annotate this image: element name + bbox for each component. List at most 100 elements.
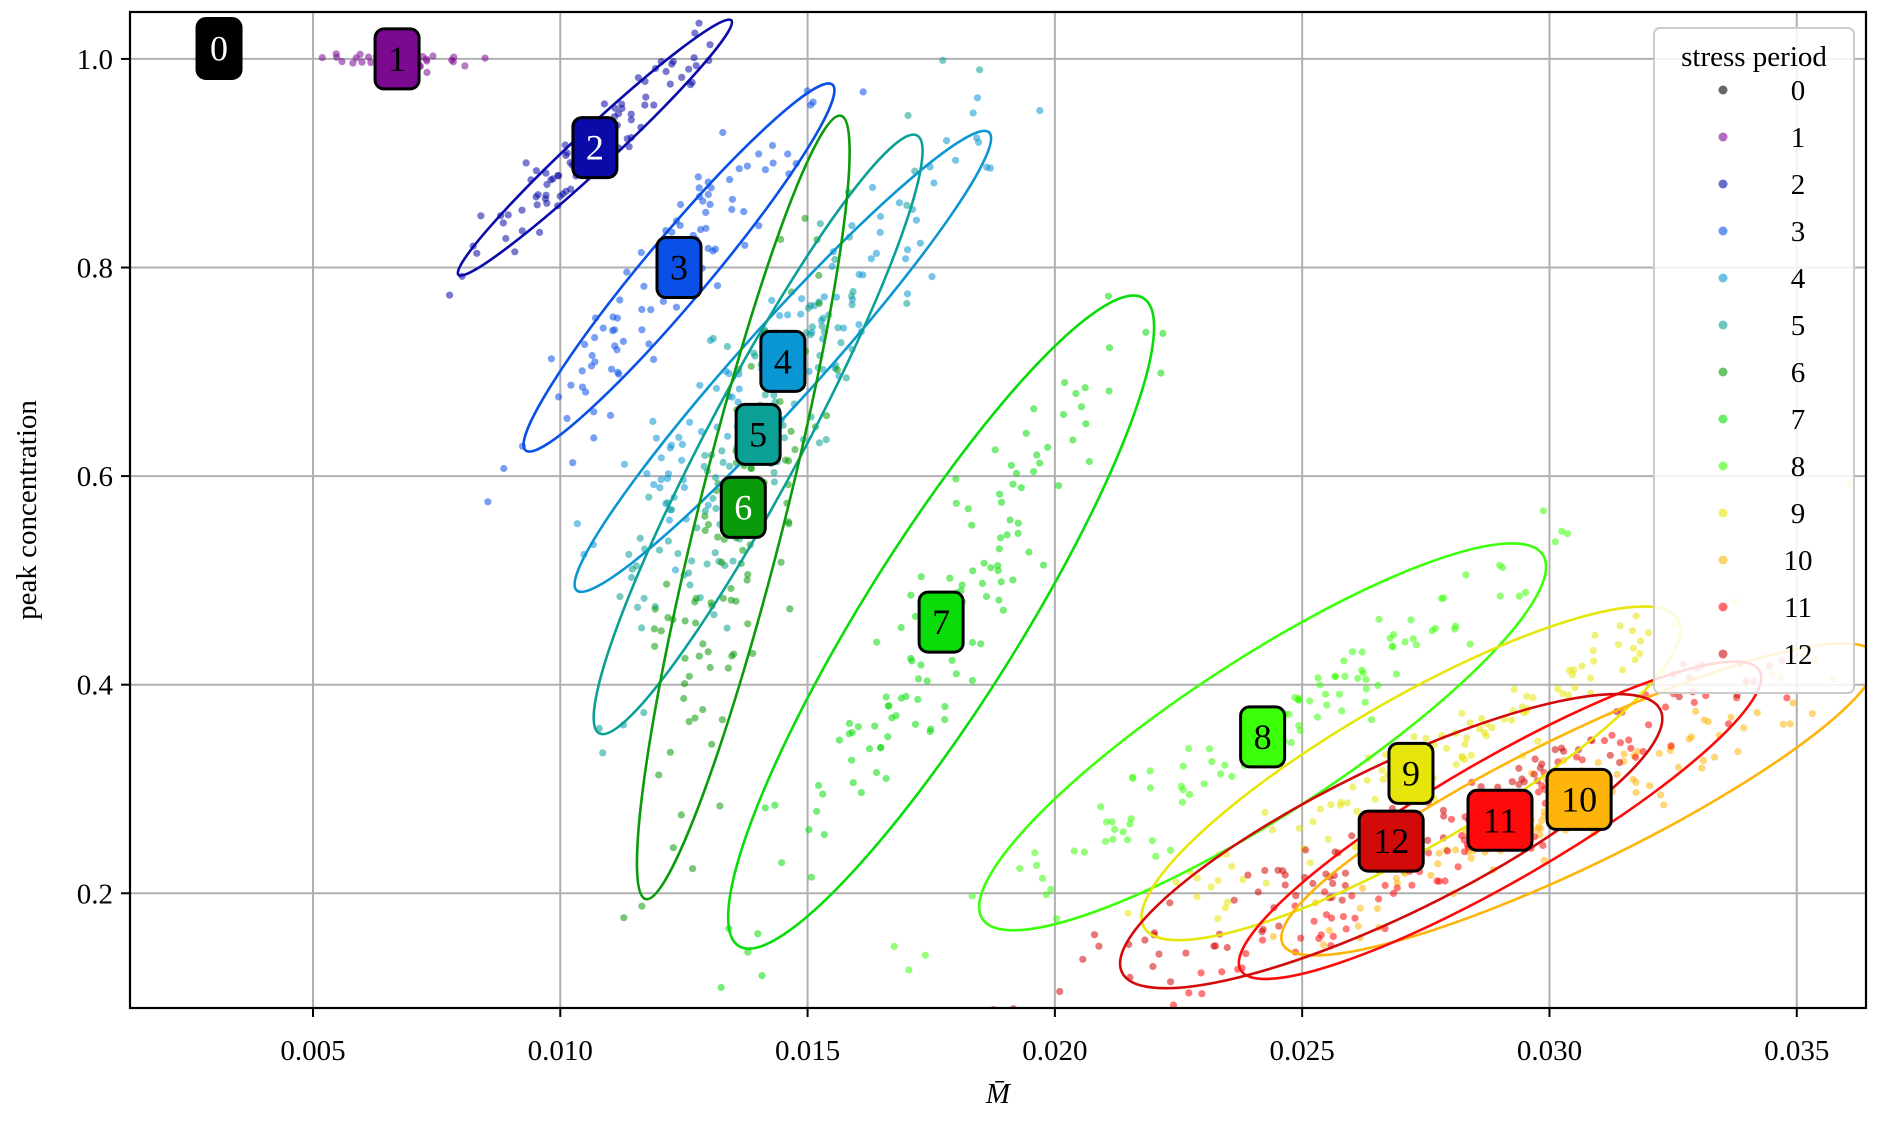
scatter-point-period-3 <box>645 340 653 348</box>
scatter-point-period-7 <box>805 826 813 834</box>
scatter-point-period-5 <box>655 546 664 554</box>
scatter-point-period-9 <box>1422 734 1430 742</box>
period-label-text: 9 <box>1402 753 1420 793</box>
legend-label-11: 11 <box>1784 592 1812 624</box>
scatter-point-period-6 <box>747 362 755 370</box>
scatter-point-period-9 <box>1349 783 1357 791</box>
scatter-point-period-5 <box>976 66 984 74</box>
x-tick-label: 0.035 <box>1764 1035 1829 1067</box>
period-label-box <box>719 475 767 539</box>
scatter-point-period-5 <box>770 469 778 477</box>
scatter-point-period-5 <box>686 581 694 589</box>
scatter-point-period-8 <box>1291 694 1299 702</box>
scatter-point-period-11 <box>1458 832 1466 840</box>
scatter-point-period-11 <box>1454 863 1462 871</box>
scatter-point-period-7 <box>1007 461 1016 469</box>
scatter-point-period-10 <box>1325 926 1333 935</box>
scatter-point-period-5 <box>700 462 708 471</box>
scatter-point-period-3 <box>676 200 685 209</box>
scatter-point-period-2 <box>627 116 635 124</box>
scatter-point-period-10 <box>1392 874 1400 883</box>
scatter-point-period-2 <box>662 67 670 76</box>
scatter-point-period-9 <box>1510 685 1518 693</box>
scatter-point-period-8 <box>1388 642 1396 651</box>
scatter-point-period-11 <box>1661 703 1670 711</box>
scatter-point-period-10 <box>1786 720 1794 728</box>
scatter-point-period-4 <box>828 262 836 270</box>
period-label-2: 2 <box>571 116 619 180</box>
legend-label-7: 7 <box>1791 404 1806 436</box>
scatter-point-period-5 <box>709 334 717 342</box>
scatter-point-period-7 <box>914 695 922 704</box>
scatter-point-period-7 <box>819 790 827 798</box>
scatter-point-period-9 <box>1571 684 1579 692</box>
period-label-box <box>1387 741 1435 805</box>
scatter-point-period-2 <box>532 193 540 201</box>
scatter-point-period-3 <box>755 222 763 230</box>
scatter-point-period-7 <box>982 592 991 601</box>
scatter-point-period-12 <box>1210 942 1218 950</box>
period-label-text: 11 <box>1483 800 1518 840</box>
scatter-point-period-8 <box>1208 758 1216 766</box>
scatter-point-period-6 <box>786 605 794 613</box>
scatter-point-period-8 <box>1097 803 1105 811</box>
scatter-point-period-3 <box>713 282 722 290</box>
scatter-point-period-7 <box>771 801 779 809</box>
scatter-point-period-7 <box>946 574 954 582</box>
scatter-point-period-5 <box>645 493 653 501</box>
scatter-point-period-2 <box>446 291 454 299</box>
ellipse-period-12 <box>1118 692 1664 990</box>
scatter-point-period-4 <box>848 222 856 230</box>
scatter-point-period-6 <box>704 648 712 656</box>
period-label-text: 10 <box>1561 779 1597 819</box>
scatter-point-period-8 <box>1148 837 1156 845</box>
scatter-point-period-7 <box>1082 420 1090 428</box>
scatter-point-period-9 <box>1629 644 1638 652</box>
period-label-text: 6 <box>734 487 752 527</box>
scatter-point-period-7 <box>873 638 881 646</box>
scatter-point-period-7 <box>778 859 786 867</box>
scatter-point-period-4 <box>666 444 674 452</box>
scatter-point-period-8 <box>1316 681 1324 689</box>
scatter-point-period-4 <box>872 249 881 257</box>
period-label-text: 5 <box>749 414 767 454</box>
scatter-point-period-9 <box>1632 612 1640 620</box>
x-axis-ticks: 0.005 0.010 0.015 0.020 0.025 0.030 0.035 <box>280 1008 1829 1067</box>
scatter-point-period-2 <box>690 54 698 62</box>
scatter-point-period-10 <box>1753 709 1761 717</box>
scatter-point-period-2 <box>678 73 686 81</box>
scatter-point-period-3 <box>702 224 710 232</box>
scatter-point-period-7 <box>952 670 960 678</box>
scatter-point-period-7 <box>1033 451 1041 459</box>
scatter-point-period-4 <box>902 255 910 263</box>
scatter-point-period-11 <box>1328 914 1336 922</box>
scatter-point-period-12 <box>1477 783 1485 791</box>
scatter-point-period-9 <box>1466 719 1474 727</box>
scatter-point-period-10 <box>1594 758 1602 767</box>
scatter-point-period-7 <box>987 564 995 572</box>
scatter-point-period-11 <box>1433 877 1441 885</box>
scatter-point-period-10 <box>1655 749 1663 758</box>
scatter-point-period-8 <box>1047 885 1055 893</box>
scatter-point-period-11 <box>1393 884 1401 892</box>
scatter-point-period-8 <box>1451 625 1459 633</box>
scatter-point-period-11 <box>1690 698 1698 707</box>
scatter-point-period-9 <box>1523 692 1531 700</box>
scatter-point-period-8 <box>1496 592 1504 600</box>
scatter-point-period-8 <box>1368 716 1376 724</box>
scatter-point-period-12 <box>1056 987 1064 996</box>
scatter-point-period-8 <box>1200 780 1208 788</box>
scatter-point-period-4 <box>657 476 665 484</box>
scatter-point-period-6 <box>732 597 740 605</box>
scatter-point-period-5 <box>903 299 911 308</box>
scatter-point-period-8 <box>1185 744 1193 753</box>
period-label-box <box>759 329 807 393</box>
scatter-point-period-6 <box>744 571 752 579</box>
scatter-point-period-6 <box>638 902 646 910</box>
scatter-point-period-5 <box>712 474 720 482</box>
scatter-point-period-8 <box>1498 563 1507 572</box>
scatter-point-period-8 <box>1080 848 1088 856</box>
legend-marker-11 <box>1718 602 1728 612</box>
scatter-point-period-3 <box>650 355 658 363</box>
scatter-point-period-3 <box>611 326 619 334</box>
